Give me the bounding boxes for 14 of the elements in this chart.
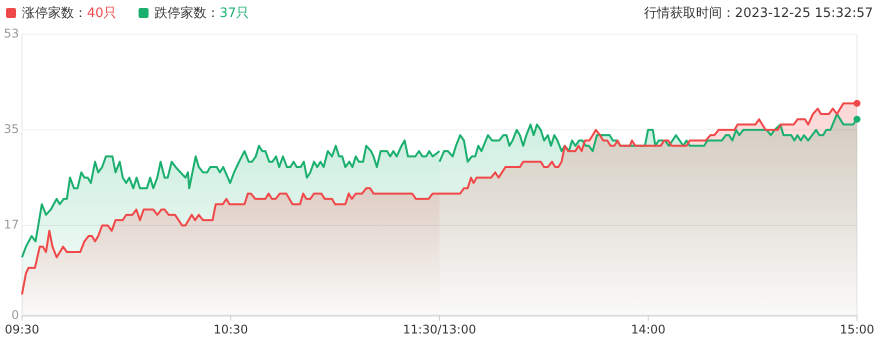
x-tick-label: 15:00	[840, 322, 874, 337]
legend-label: 涨停家数：	[22, 5, 87, 21]
text: 40只	[87, 6, 117, 21]
x-tick-label: 10:30	[213, 322, 248, 337]
y-tick-label: 53	[4, 26, 19, 41]
x-tick-label: 11:30/13:00	[402, 322, 476, 337]
x-tick-label: 09:30	[4, 322, 40, 337]
x-tick-label: 14:00	[630, 322, 666, 337]
legend-label: 跌停家数：	[154, 5, 220, 21]
y-tick-label: 0	[11, 308, 19, 322]
text: 行情获取时间：2023-12-25 15:32:57	[644, 6, 873, 21]
y-tick-label: 17	[4, 218, 19, 232]
text: 37只	[220, 6, 250, 21]
y-tick-label: 35	[4, 122, 19, 136]
